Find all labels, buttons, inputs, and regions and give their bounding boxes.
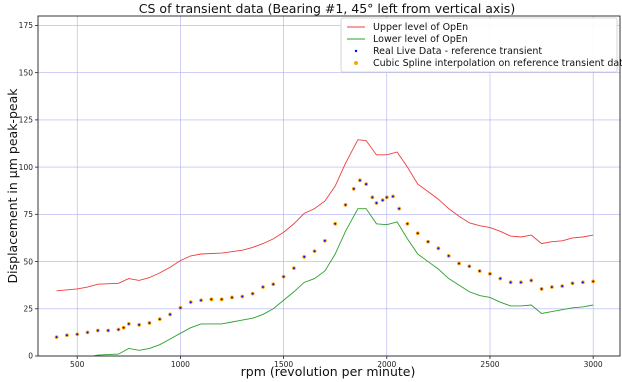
legend-box [340, 17, 618, 73]
x-tick-label: 2500 [480, 360, 499, 369]
x-tick-label: 500 [70, 360, 85, 369]
reference-point [158, 318, 161, 321]
reference-point [352, 187, 355, 190]
reference-point [76, 333, 79, 336]
reference-point [241, 295, 244, 298]
reference-point [385, 196, 388, 199]
reference-point [220, 298, 223, 301]
reference-point [86, 331, 89, 334]
reference-point [540, 287, 543, 290]
y-tick-label: 100 [19, 163, 34, 172]
legend-label-upper: Upper level of OpEn [373, 22, 468, 33]
reference-point [210, 298, 213, 301]
reference-point [282, 275, 285, 278]
reference-point [107, 329, 110, 332]
x-tick-label: 1500 [274, 360, 293, 369]
reference-point [323, 239, 326, 242]
reference-point [398, 207, 401, 210]
series-line-1 [93, 208, 594, 357]
plot-series [54, 139, 596, 357]
reference-point [392, 195, 394, 198]
reference-point [499, 277, 502, 280]
plot-frame [37, 15, 621, 357]
x-tick-label: 1000 [171, 360, 190, 369]
reference-point [169, 313, 172, 316]
reference-point [406, 222, 409, 225]
reference-point [117, 328, 120, 331]
x-tick-label: 3000 [584, 360, 603, 369]
reference-point [519, 281, 522, 284]
reference-point [581, 281, 584, 284]
y-tick-label: 50 [23, 257, 33, 266]
reference-point [313, 250, 316, 253]
legend-swatch-real [354, 49, 358, 53]
reference-point [437, 247, 440, 250]
reference-point [592, 280, 595, 283]
reference-point [571, 282, 574, 285]
reference-point [375, 202, 378, 204]
reference-point [478, 270, 481, 272]
reference-point [344, 203, 347, 206]
reference-point [365, 183, 368, 186]
reference-point [272, 283, 275, 286]
x-axis-title: rpm (revolution per minute) [241, 364, 416, 379]
reference-point [550, 286, 553, 289]
reference-point [509, 281, 512, 284]
legend-label-lower: Lower level of OpEn [373, 34, 468, 45]
legend-label-spline: Cubic Spline interpolation on reference … [373, 58, 622, 69]
legend-swatch-spline [354, 61, 358, 65]
reference-point [561, 285, 564, 288]
x-tick-label: 2000 [377, 360, 396, 369]
reference-point [189, 301, 192, 304]
reference-point [127, 322, 130, 325]
reference-point [179, 306, 182, 309]
reference-point [303, 255, 306, 258]
reference-point [334, 222, 337, 225]
reference-point [458, 262, 460, 265]
reference-point [55, 336, 58, 339]
reference-point [148, 321, 151, 324]
y-tick-label: 175 [19, 21, 34, 30]
y-axis-title: Displacement in μm peak-peak [5, 88, 20, 284]
legend: Upper level of OpEn Lower level of OpEn … [340, 17, 622, 73]
y-tick-label: 125 [19, 116, 34, 125]
reference-point [251, 292, 254, 295]
reference-point [468, 265, 471, 268]
reference-point [231, 296, 233, 299]
reference-point [96, 329, 99, 332]
reference-point [530, 279, 533, 282]
reference-point [138, 323, 141, 326]
reference-point [427, 240, 430, 243]
y-tick-label: 0 [28, 352, 33, 361]
reference-point [122, 326, 125, 329]
reference-point [292, 267, 295, 270]
chart-title: CS of transient data (Bearing #1, 45° le… [139, 1, 515, 16]
reference-point [200, 299, 202, 302]
reference-point [65, 334, 68, 337]
reference-point [371, 196, 374, 199]
reference-point [489, 272, 491, 275]
reference-point [447, 254, 450, 257]
y-tick-label: 150 [19, 68, 34, 77]
axis-ticks: 500 1000 1500 2000 2500 3000 0 25 50 75 100 125 150 1… [19, 21, 603, 369]
y-tick-label: 75 [23, 210, 33, 219]
y-tick-label: 25 [23, 304, 33, 313]
legend-label-real: Real Live Data - reference transient [373, 46, 542, 57]
series-line-0 [56, 139, 594, 292]
reference-point [359, 179, 361, 182]
reference-point [262, 286, 264, 289]
reference-point [381, 199, 384, 202]
reference-point [416, 232, 419, 235]
